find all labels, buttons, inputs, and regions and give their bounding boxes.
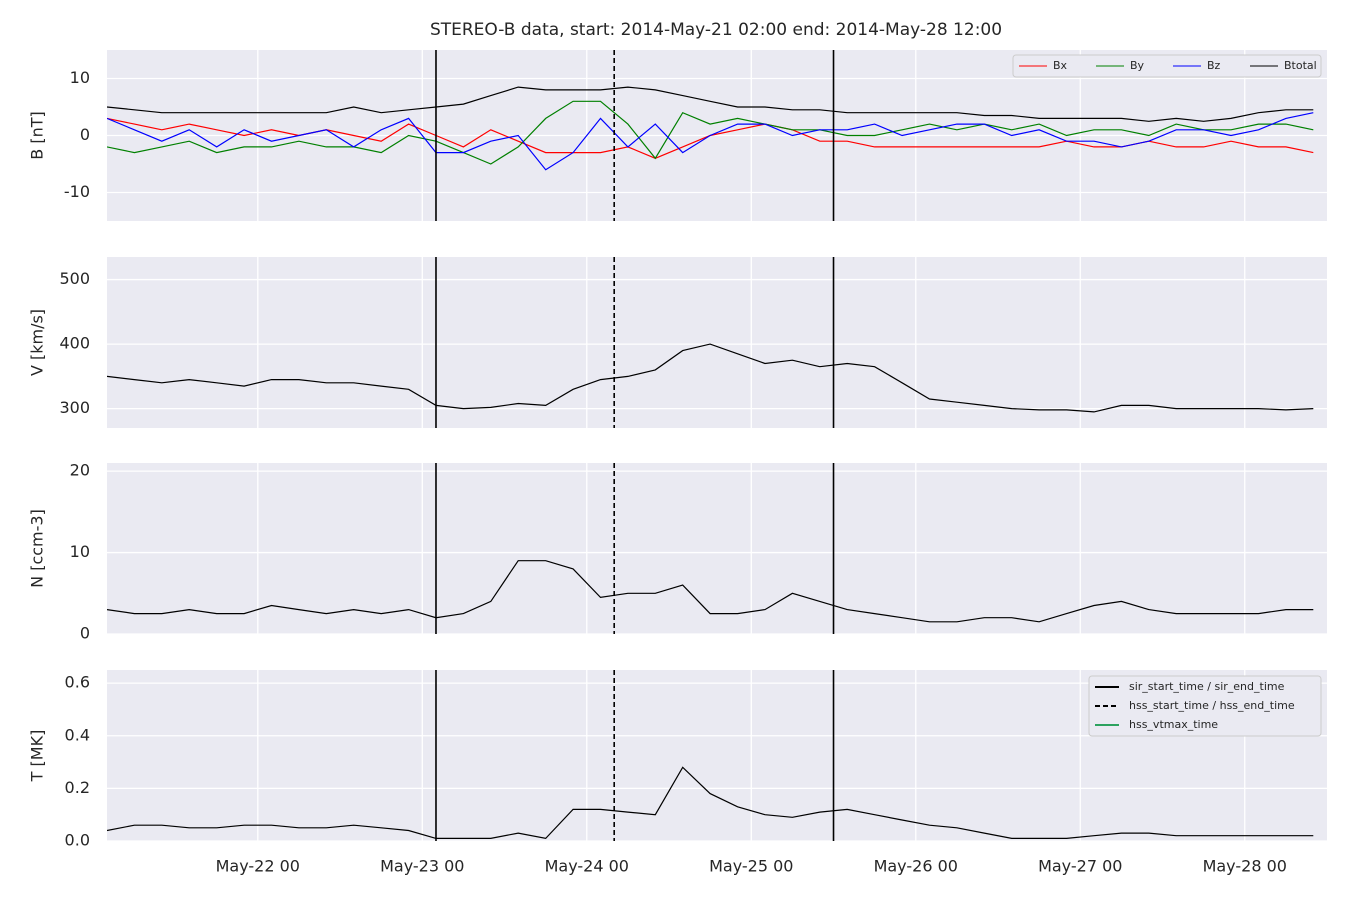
y-tick-label: 0.6 [65,673,90,692]
y-tick-label: 400 [59,334,90,353]
y-axis-label: T [MK] [28,730,47,783]
chart-title: STEREO-B data, start: 2014-May-21 02:00 … [430,20,1002,40]
x-tick-label: May-22 00 [216,857,300,876]
data-line [107,560,1314,623]
data-line [107,86,1314,122]
y-axis-label: V [km/s] [28,309,47,376]
legend-label: Bz [1207,59,1221,72]
y-tick-label: 0 [80,125,90,144]
x-tick-label: May-26 00 [874,857,958,876]
y-tick-label: 10 [70,68,90,87]
plot-background [107,463,1327,634]
y-tick-label: 0.4 [65,725,90,744]
x-tick-label: May-27 00 [1038,857,1122,876]
x-tick-label: May-23 00 [380,857,464,876]
y-tick-label: 300 [59,398,90,417]
legend-box [1088,675,1322,737]
y-tick-label: -10 [64,182,90,201]
y-tick-label: 0 [80,624,90,643]
x-tick-label: May-24 00 [545,857,629,876]
x-tick-label: May-28 00 [1203,857,1287,876]
data-line [107,766,1314,840]
data-line [107,343,1314,413]
legend-label: Btotal [1284,59,1317,72]
y-axis-label: N [ccm-3] [28,509,47,588]
plot-background [107,257,1327,428]
y-tick-label: 10 [70,542,90,561]
legend-label: sir_start_time / sir_end_time [1129,680,1285,693]
legend-label: By [1130,59,1145,72]
data-line [107,100,1314,165]
data-line [107,112,1314,171]
legend-label: hss_start_time / hss_end_time [1129,699,1295,712]
legend-label: Bx [1053,59,1068,72]
y-tick-label: 20 [70,461,90,480]
x-tick-label: May-25 00 [709,857,793,876]
y-tick-label: 500 [59,269,90,288]
legend-box [1012,54,1322,78]
legend-label: hss_vtmax_time [1129,718,1218,731]
y-tick-label: 0.0 [65,831,90,850]
y-tick-label: 0.2 [65,778,90,797]
y-axis-label: B [nT] [28,111,47,159]
